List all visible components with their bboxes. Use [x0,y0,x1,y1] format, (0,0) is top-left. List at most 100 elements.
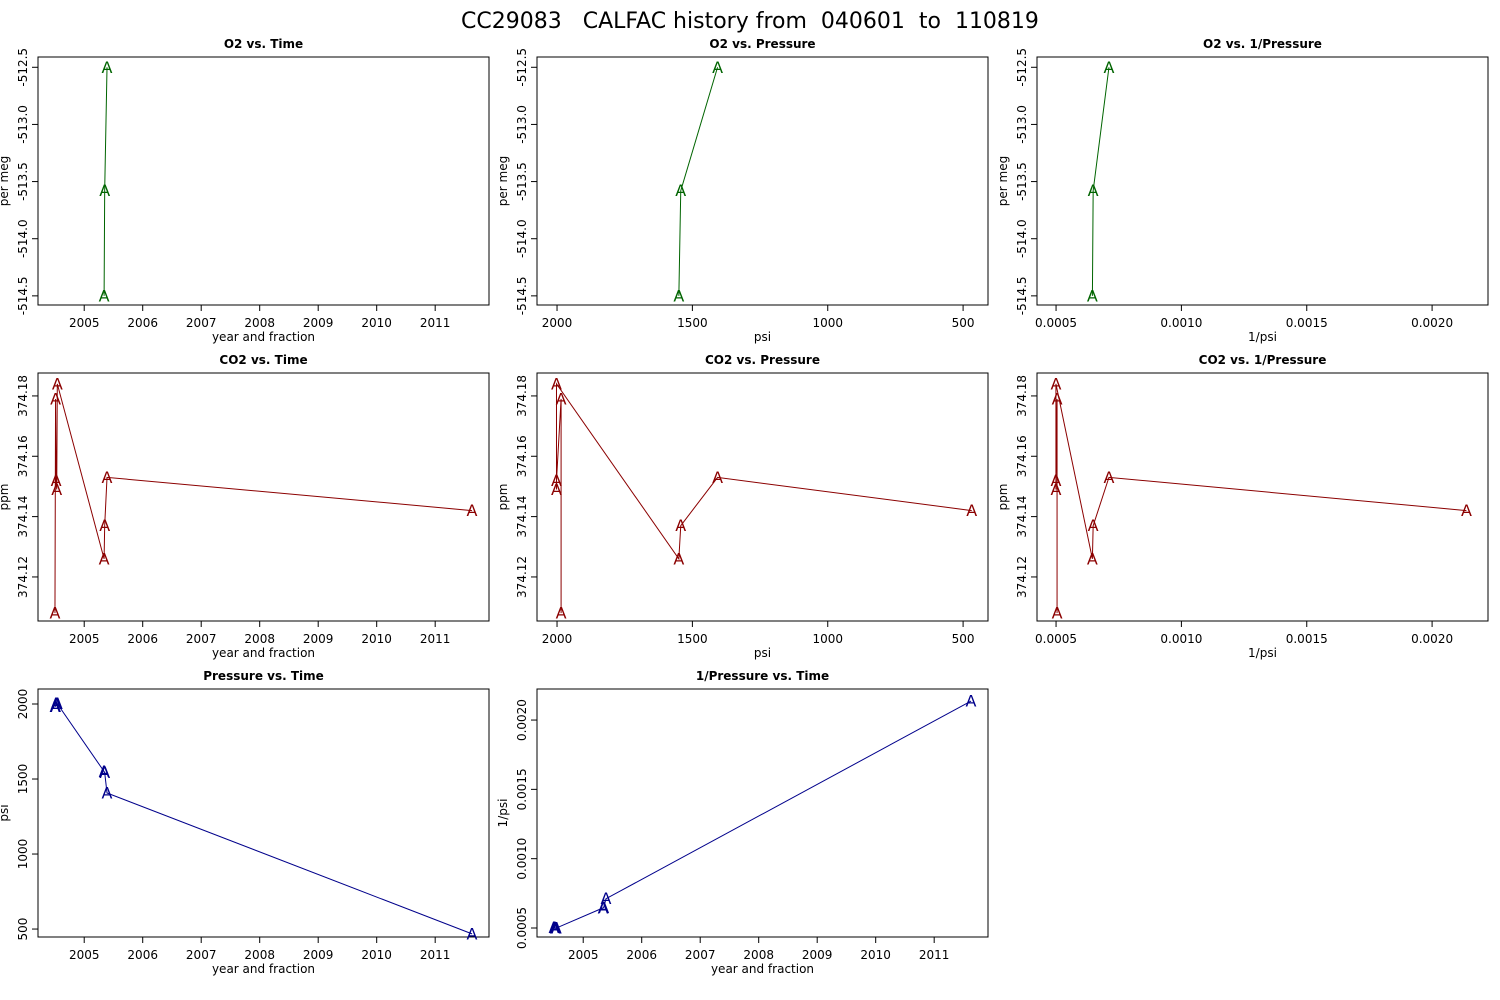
y-axis-label: ppm [496,484,510,511]
panel-title: 1/Pressure vs. Time [696,669,829,683]
data-point: A [1052,604,1063,623]
y-tick-label: -514.0 [16,219,30,258]
panel-title: CO2 vs. Time [219,353,307,367]
x-axis-label: 1/psi [1248,330,1277,344]
data-point: A [548,918,559,937]
plot-frame [37,688,490,938]
x-tick-label: 2006 [626,948,657,962]
data-point: A [966,692,977,711]
y-tick-label: 374.16 [16,435,30,477]
y-tick-label: 374.16 [1015,435,1029,477]
data-line [103,67,108,296]
y-tick-label: -513.0 [16,105,30,144]
y-axis-label: 1/psi [496,799,510,828]
x-tick-label: 0.0005 [1035,632,1077,646]
y-tick-label: 374.14 [16,496,30,538]
x-tick-label: 2011 [420,632,451,646]
data-point: A [550,919,561,938]
data-point: A [1050,480,1061,499]
x-tick-label: 2011 [420,948,451,962]
x-tick-label: 2005 [69,948,100,962]
y-tick-label: 1000 [16,839,30,870]
data-point: A [1088,181,1099,200]
data-point: A [51,694,62,713]
y-tick-label: 500 [16,918,30,941]
x-axis-label: year and fraction [212,330,315,344]
data-point: A [1087,286,1098,305]
panel: Pressure vs. Time year and fraction psi 200… [0,669,490,976]
x-tick-label: 2009 [303,316,334,330]
data-point: A [1050,374,1061,393]
data-point: A [49,604,60,623]
x-tick-label: 2008 [743,948,774,962]
data-point: A [556,389,567,408]
x-axis-label: year and fraction [711,962,814,976]
data-point: A [1461,501,1472,520]
data-point: A [50,389,61,408]
x-axis-label: psi [754,646,771,660]
data-point: A [49,697,60,716]
data-point: A [675,181,686,200]
data-point: A [99,762,110,781]
x-tick-label: 2011 [420,316,451,330]
data-point: A [712,58,723,77]
panel-title: O2 vs. Time [224,37,303,51]
y-axis-label: per meg [496,156,510,206]
y-tick-label: -514.0 [515,219,529,258]
data-point: A [1088,516,1099,535]
data-point: A [51,471,62,490]
x-tick-label: 500 [952,632,975,646]
y-tick-label: 1500 [16,764,30,795]
data-point: A [551,480,562,499]
x-tick-label: 0.0010 [1160,632,1202,646]
data-point: A [102,468,113,487]
y-tick-label: 374.12 [515,556,529,598]
panel-title: CO2 vs. Pressure [705,353,820,367]
data-point: A [1103,468,1114,487]
data-point: A [99,286,110,305]
data-point: A [99,549,110,568]
data-line [54,703,473,935]
x-axis-label: 1/psi [1248,646,1277,660]
data-point: A [1103,58,1114,77]
y-tick-label: 374.12 [1015,556,1029,598]
y-tick-label: -512.5 [515,48,529,87]
x-tick-label: 2000 [542,316,573,330]
panel: O2 vs. Time year and fraction per meg 2005 2… [0,37,490,344]
y-tick-label: -513.5 [1015,162,1029,201]
data-point: A [601,889,612,908]
x-axis-label: year and fraction [212,646,315,660]
x-tick-label: 2000 [542,632,573,646]
y-tick-label: 374.18 [1015,375,1029,417]
y-tick-label: 2000 [16,689,30,720]
x-tick-label: 2006 [127,948,158,962]
x-tick-label: 1000 [812,316,843,330]
y-tick-label: 374.12 [16,556,30,598]
x-tick-label: 2006 [127,316,158,330]
data-point: A [673,549,684,568]
data-line [1091,67,1110,296]
panel-title: CO2 vs. 1/Pressure [1199,353,1327,367]
x-tick-label: 2008 [244,316,275,330]
y-tick-label: -514.0 [1015,219,1029,258]
x-tick-label: 1500 [677,316,708,330]
y-tick-label: -513.0 [1015,105,1029,144]
plot-frame [536,56,989,306]
y-tick-label: -512.5 [16,48,30,87]
panel-title: O2 vs. Pressure [709,37,815,51]
x-tick-label: 0.0020 [1411,316,1453,330]
data-point: A [966,501,977,520]
y-axis-label: per meg [0,156,11,206]
data-point: A [551,374,562,393]
data-point: A [102,783,113,802]
x-tick-label: 2010 [361,316,392,330]
panel-title: O2 vs. 1/Pressure [1203,37,1322,51]
x-tick-label: 2005 [69,632,100,646]
y-tick-label: 0.0005 [515,907,529,949]
x-tick-label: 1000 [812,632,843,646]
x-tick-label: 2010 [361,632,392,646]
y-tick-label: 374.14 [1015,496,1029,538]
data-point: A [675,516,686,535]
y-tick-label: -514.5 [16,277,30,316]
